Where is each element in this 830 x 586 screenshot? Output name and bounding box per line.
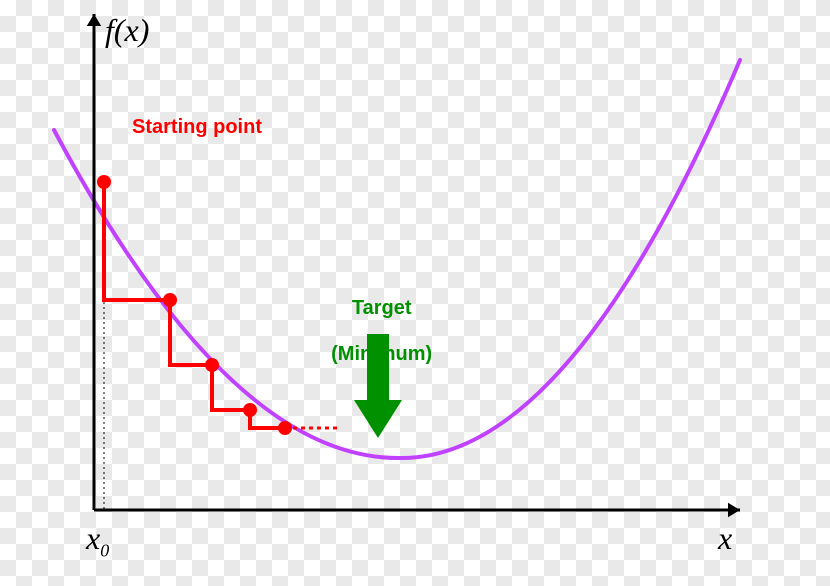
descent-point [97, 175, 111, 189]
y-axis-label: f(x) [105, 12, 149, 49]
x0-label-x: x [86, 520, 100, 556]
x-axis-label: x [718, 520, 732, 557]
target-label-line1: Target [352, 297, 412, 319]
starting-point-label: Starting point [132, 116, 262, 139]
descent-step-path [104, 182, 285, 428]
descent-point [243, 403, 257, 417]
descent-point [278, 421, 292, 435]
x0-label-sub: 0 [100, 540, 109, 560]
target-label-line2: (Minimum) [331, 343, 432, 365]
target-label: Target (Minimum) [320, 274, 432, 366]
descent-point [163, 293, 177, 307]
y-axis-arrowhead [87, 14, 101, 26]
x0-label: x0 [86, 520, 109, 561]
x-axis-arrowhead [728, 503, 740, 517]
descent-point [205, 358, 219, 372]
